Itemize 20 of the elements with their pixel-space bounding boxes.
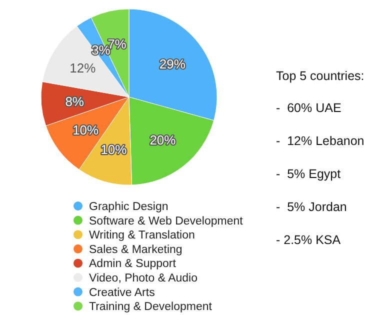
text: - 2.5% KSA bbox=[276, 233, 342, 247]
legend-label: Admin & Support bbox=[89, 258, 177, 270]
data-label: 10% bbox=[100, 142, 128, 157]
legend-label: Creative Arts bbox=[89, 286, 156, 299]
data-label: 20% bbox=[150, 132, 176, 148]
data-label: 12% bbox=[70, 60, 96, 76]
data-label: 10% bbox=[72, 122, 100, 138]
data-label: 8% bbox=[65, 94, 84, 109]
data-label: 29% bbox=[159, 56, 186, 72]
text: - 5% Egypt bbox=[276, 167, 342, 181]
legend-label: Software & Web Development bbox=[89, 215, 244, 228]
text: - 60% UAE bbox=[276, 101, 342, 115]
legend-label: Video, Photo & Audio bbox=[89, 272, 198, 284]
text: Top 5 countries: bbox=[276, 69, 364, 83]
text: - 12% Lebanon bbox=[276, 134, 364, 148]
text: - 5% Jordan bbox=[276, 200, 347, 214]
legend-label: Training & Development bbox=[89, 301, 213, 314]
legend-label: Writing & Translation bbox=[89, 230, 195, 242]
legend-label: Graphic Design bbox=[89, 201, 168, 213]
legend-label: Sales & Marketing bbox=[89, 244, 182, 256]
